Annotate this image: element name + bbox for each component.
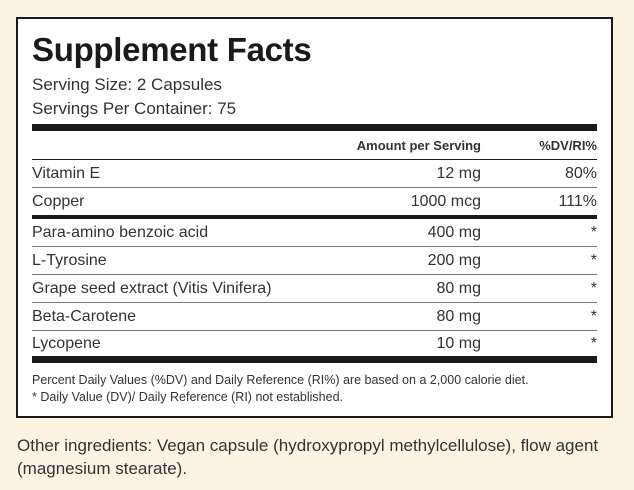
table-row: Para-amino benzoic acid 400 mg * — [32, 219, 597, 247]
table-row: L-Tyrosine 200 mg * — [32, 247, 597, 275]
nutrient-amount: 200 mg — [427, 252, 481, 269]
nutrient-amount: 400 mg — [427, 224, 481, 241]
table-header: Amount per Serving %DV/RI% — [32, 131, 597, 160]
servings-per-container: Servings Per Container: 75 — [32, 99, 237, 118]
footnote-dv-basis: Percent Daily Values (%DV) and Daily Ref… — [32, 373, 529, 387]
thick-divider-bottom — [32, 356, 597, 363]
table-row: Copper 1000 mcg 111% — [32, 188, 597, 215]
nutrient-name: L-Tyrosine — [32, 252, 107, 269]
footnote-not-established: * Daily Value (DV)/ Daily Reference (RI)… — [32, 390, 344, 404]
table-row: Vitamin E 12 mg 80% — [32, 160, 597, 188]
nutrient-dv: * — [590, 335, 597, 352]
thick-divider-top — [32, 124, 597, 131]
nutrient-dv: * — [590, 308, 597, 325]
nutrient-name: Para-amino benzoic acid — [32, 224, 209, 241]
table-row: Lycopene 10 mg * — [32, 330, 597, 357]
nutrient-name: Grape seed extract (Vitis Vinifera) — [32, 280, 272, 297]
nutrient-amount: 80 mg — [436, 308, 481, 325]
other-ingredients: Other ingredients: Vegan capsule (hydrox… — [17, 436, 599, 478]
table-row: Beta-Carotene 80 mg * — [32, 303, 597, 331]
column-header-dv: %DV/RI% — [539, 138, 597, 153]
nutrient-dv: * — [590, 224, 597, 241]
nutrient-amount: 10 mg — [436, 335, 481, 352]
nutrient-amount: 12 mg — [436, 165, 481, 182]
nutrient-dv: * — [590, 252, 597, 269]
nutrient-dv: 80% — [564, 165, 597, 182]
nutrient-amount: 80 mg — [436, 280, 481, 297]
nutrient-dv: 111% — [558, 193, 597, 210]
nutrient-name: Copper — [32, 193, 85, 210]
thick-divider-middle — [32, 215, 597, 219]
column-header-amount: Amount per Serving — [356, 138, 481, 153]
nutrient-dv: * — [590, 280, 597, 297]
nutrient-name: Beta-Carotene — [32, 308, 137, 325]
serving-size: Serving Size: 2 Capsules — [32, 75, 222, 94]
supplement-facts-panel: Supplement Facts Serving Size: 2 Capsule… — [16, 17, 613, 418]
table-row: Grape seed extract (Vitis Vinifera) 80 m… — [32, 275, 597, 303]
nutrient-name: Lycopene — [32, 335, 101, 352]
nutrient-amount: 1000 mcg — [410, 193, 481, 210]
nutrient-name: Vitamin E — [32, 165, 101, 182]
panel-title: Supplement Facts — [32, 31, 312, 68]
